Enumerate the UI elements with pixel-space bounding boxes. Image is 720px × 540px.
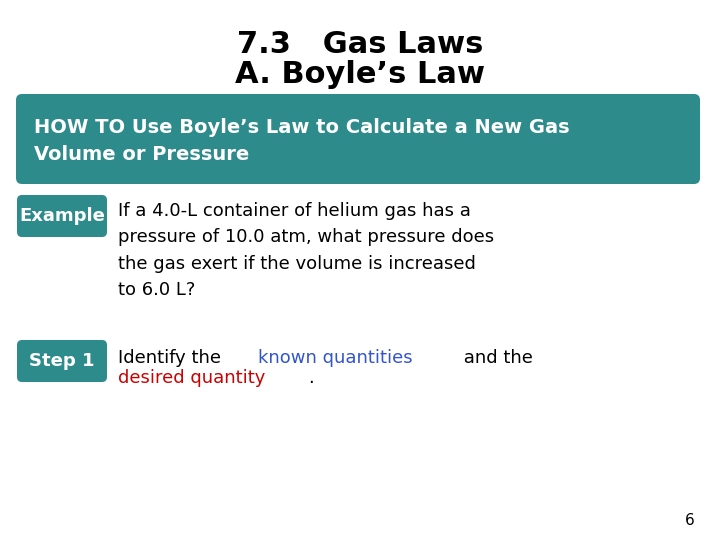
Text: HOW TO Use Boyle’s Law to Calculate a New Gas
Volume or Pressure: HOW TO Use Boyle’s Law to Calculate a Ne…: [34, 118, 570, 164]
Text: Step 1: Step 1: [30, 352, 95, 370]
Text: .: .: [308, 369, 314, 387]
Text: 6: 6: [685, 513, 695, 528]
Text: and the: and the: [458, 349, 533, 367]
Text: 7.3   Gas Laws: 7.3 Gas Laws: [237, 30, 483, 59]
Text: Example: Example: [19, 207, 105, 225]
FancyBboxPatch shape: [17, 195, 107, 237]
Text: known quantities: known quantities: [258, 349, 413, 367]
FancyBboxPatch shape: [16, 94, 700, 184]
Text: If a 4.0-L container of helium gas has a
pressure of 10.0 atm, what pressure doe: If a 4.0-L container of helium gas has a…: [118, 202, 494, 299]
Text: desired quantity: desired quantity: [118, 369, 266, 387]
Text: Identify the: Identify the: [118, 349, 227, 367]
Text: A. Boyle’s Law: A. Boyle’s Law: [235, 60, 485, 89]
FancyBboxPatch shape: [17, 340, 107, 382]
